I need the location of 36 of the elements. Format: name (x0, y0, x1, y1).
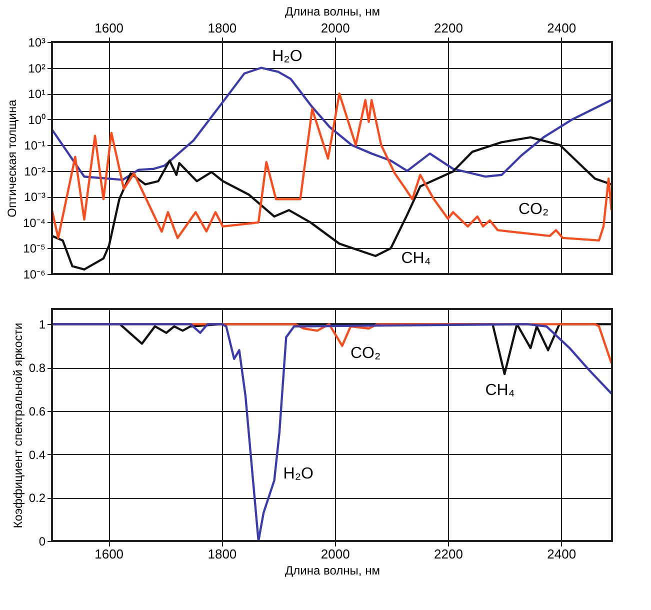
y-tick-label: 10⁻⁶ (23, 268, 46, 282)
y-tick-label: 10² (28, 61, 46, 76)
x-tick-label: 2400 (547, 546, 576, 562)
annotation: CO₂ (350, 345, 381, 362)
y-tick-label: 10⁻⁴ (22, 216, 46, 230)
annotation: H₂O (272, 48, 302, 65)
y-tick-label: 10⁰ (28, 112, 46, 127)
y-tick-label: 10⁻¹ (24, 138, 46, 153)
x-axis-title: Длина волны, нм (285, 4, 380, 18)
x-tick-label: 2000 (320, 546, 350, 562)
y-tick-label: 10³ (28, 36, 46, 50)
x-tick-label: 2200 (434, 20, 463, 36)
y-axis-title: Коэффициент спектральной яркости (10, 322, 25, 528)
y-axis-title: Оптическая толщина (4, 99, 19, 218)
y-tick-label: 10⁻⁵ (23, 242, 46, 256)
x-tick-label: 2200 (434, 546, 463, 562)
x-tick-label: 1600 (94, 20, 124, 36)
x-tick-label: 2400 (547, 20, 576, 36)
y-tick-label: 10⁻³ (24, 190, 46, 204)
x-axis-title: Длина волны, нм (285, 564, 380, 578)
annotation: CH₄ (485, 382, 515, 400)
annotation: CO₂ (518, 201, 549, 218)
y-tick-label: 0 (38, 534, 46, 548)
y-tick-label: 0.6 (28, 404, 46, 418)
y-tick-label: 0.4 (28, 448, 46, 462)
y-tick-label: 10¹ (28, 87, 46, 102)
y-tick-label: 1 (38, 318, 46, 332)
y-tick-label: 10⁻² (24, 164, 46, 178)
y-tick-label: 0.2 (28, 491, 46, 506)
x-tick-label: 2000 (320, 20, 350, 36)
y-tick-label: 0.8 (28, 361, 46, 376)
annotation: H₂O (283, 466, 314, 483)
annotation: CH₄ (401, 250, 431, 267)
x-tick-label: 1800 (208, 546, 237, 562)
x-tick-label: 1800 (208, 20, 237, 36)
x-tick-label: 1600 (94, 546, 124, 562)
